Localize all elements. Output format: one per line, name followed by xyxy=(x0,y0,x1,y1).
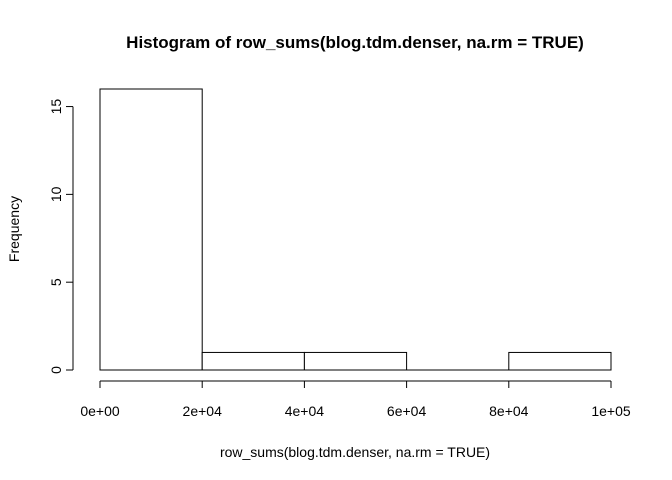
x-tick-label: 1e+05 xyxy=(591,403,631,419)
x-tick-label: 4e+04 xyxy=(285,403,325,419)
x-tick-label: 8e+04 xyxy=(489,403,529,419)
x-tick-label: 6e+04 xyxy=(387,403,427,419)
chart-title: Histogram of row_sums(blog.tdm.denser, n… xyxy=(126,33,584,52)
y-axis-label: Frequency xyxy=(6,196,22,262)
histogram-bar-1 xyxy=(201,351,305,371)
x-tick-label: 2e+04 xyxy=(183,403,223,419)
y-tick-label: 0 xyxy=(48,366,64,374)
y-tick-label: 10 xyxy=(48,186,64,202)
x-axis: 0e+00 2e+04 4e+04 6e+04 8e+04 1e+05 xyxy=(80,380,631,419)
histogram-bar-0 xyxy=(99,88,203,371)
histogram-bar-2 xyxy=(303,351,408,371)
x-axis-label: row_sums(blog.tdm.denser, na.rm = TRUE) xyxy=(220,444,490,460)
x-tick-label: 0e+00 xyxy=(80,403,120,419)
y-tick-label: 5 xyxy=(48,278,64,286)
y-axis: 0 5 10 15 xyxy=(48,99,74,374)
histogram-bars xyxy=(99,88,612,371)
y-tick-label: 15 xyxy=(48,99,64,115)
histogram-bar-4 xyxy=(508,351,612,371)
